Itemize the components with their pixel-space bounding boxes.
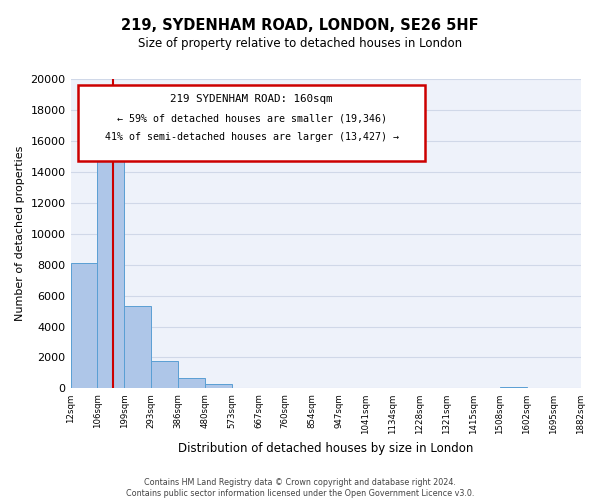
Bar [178,378,205,388]
Bar [124,306,151,388]
Text: Contains HM Land Registry data © Crown copyright and database right 2024.
Contai: Contains HM Land Registry data © Crown c… [126,478,474,498]
Bar [500,387,527,388]
Text: 219, SYDENHAM ROAD, LONDON, SE26 5HF: 219, SYDENHAM ROAD, LONDON, SE26 5HF [121,18,479,32]
Text: ← 59% of detached houses are smaller (19,346): ← 59% of detached houses are smaller (19… [116,113,386,123]
X-axis label: Distribution of detached houses by size in London: Distribution of detached houses by size … [178,442,473,455]
Y-axis label: Number of detached properties: Number of detached properties [15,146,25,322]
Bar [151,360,178,388]
Bar [71,263,97,388]
FancyBboxPatch shape [78,85,425,161]
Bar [97,133,124,388]
Text: 219 SYDENHAM ROAD: 160sqm: 219 SYDENHAM ROAD: 160sqm [170,94,333,104]
Bar [205,384,232,388]
Text: 41% of semi-detached houses are larger (13,427) →: 41% of semi-detached houses are larger (… [104,132,398,141]
Text: Size of property relative to detached houses in London: Size of property relative to detached ho… [138,38,462,51]
